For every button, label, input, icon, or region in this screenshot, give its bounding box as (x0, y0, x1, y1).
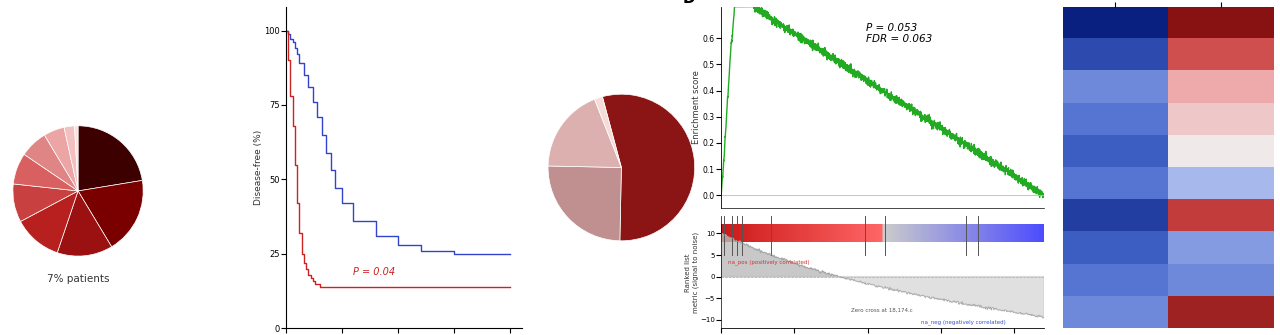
Unaltered (503, 252, 518, 256)
Text: MGAT4A (0.1%): MGAT4A (0.1%) (163, 281, 230, 290)
Wedge shape (24, 135, 78, 191)
FancyBboxPatch shape (142, 144, 157, 163)
Wedge shape (548, 99, 621, 168)
Wedge shape (594, 97, 621, 168)
Y-axis label: Enrichment score: Enrichment score (692, 71, 701, 144)
Altered (296, 261, 311, 265)
Unaltered (314, 133, 329, 137)
FancyBboxPatch shape (142, 90, 157, 110)
Unaltered (287, 46, 302, 50)
Text: MAN2A2 (2.6%): MAN2A2 (2.6%) (163, 41, 230, 49)
Wedge shape (603, 94, 695, 241)
FancyBboxPatch shape (142, 117, 157, 136)
Unaltered (283, 38, 298, 42)
FancyBboxPatch shape (142, 224, 157, 243)
Altered (301, 273, 316, 277)
Text: ST6GAL1 (1.1%): ST6GAL1 (1.1%) (163, 147, 233, 156)
Text: MAN2A1 (0.6%): MAN2A1 (0.6%) (163, 228, 230, 237)
Text: MGAT2 (0.9%): MGAT2 (0.9%) (163, 174, 224, 183)
Unaltered (369, 234, 384, 238)
Unaltered (296, 73, 311, 77)
Unaltered (390, 243, 406, 247)
Line: Unaltered: Unaltered (285, 30, 511, 254)
Wedge shape (58, 191, 111, 256)
Altered (310, 282, 325, 286)
Wedge shape (20, 191, 78, 253)
Altered (314, 285, 329, 289)
Text: MGAT3 (1.6%): MGAT3 (1.6%) (163, 94, 224, 103)
Text: P = 0.053
FDR = 0.063: P = 0.053 FDR = 0.063 (867, 23, 933, 45)
Unaltered (305, 100, 320, 104)
Unaltered (413, 249, 429, 253)
Wedge shape (548, 166, 621, 241)
Altered (283, 94, 298, 98)
Altered (298, 267, 314, 271)
FancyBboxPatch shape (142, 197, 157, 216)
Line: Altered: Altered (285, 30, 511, 287)
Y-axis label: Disease-free (%): Disease-free (%) (253, 130, 262, 205)
Text: Zero cross at 18,174.c: Zero cross at 18,174.c (851, 308, 913, 313)
Unaltered (328, 186, 343, 190)
Altered (312, 285, 328, 289)
Unaltered (447, 252, 462, 256)
Unaltered (346, 219, 361, 223)
Altered (292, 231, 307, 235)
Text: na_pos (positively correlated): na_pos (positively correlated) (727, 259, 809, 265)
Unaltered (310, 115, 325, 119)
Altered (307, 282, 323, 286)
Altered (305, 279, 320, 283)
Text: 7% patients: 7% patients (47, 274, 109, 284)
Wedge shape (78, 181, 143, 247)
Altered (294, 252, 310, 256)
FancyBboxPatch shape (142, 63, 157, 83)
Text: B4GALT1 (1.4%): B4GALT1 (1.4%) (163, 121, 233, 130)
Text: na_neg (negatively correlated): na_neg (negatively correlated) (920, 319, 1005, 325)
Unaltered (292, 61, 307, 65)
Wedge shape (45, 127, 78, 191)
Text: P = 0.04: P = 0.04 (353, 267, 396, 277)
Unaltered (301, 85, 316, 89)
Altered (319, 285, 334, 289)
Altered (503, 285, 518, 289)
Altered (278, 28, 293, 32)
Unaltered (289, 52, 305, 56)
Unaltered (285, 41, 301, 45)
Altered (323, 285, 338, 289)
Altered (289, 201, 305, 205)
FancyBboxPatch shape (142, 278, 157, 297)
Unaltered (323, 169, 338, 173)
Unaltered (280, 31, 296, 36)
Wedge shape (13, 154, 78, 191)
Unaltered (278, 28, 293, 32)
Text: MGAT4C (2.2%): MGAT4C (2.2%) (163, 67, 230, 76)
Altered (287, 162, 302, 166)
FancyBboxPatch shape (142, 37, 157, 56)
Text: FUT8 (0.3%): FUT8 (0.3%) (163, 255, 216, 264)
Altered (280, 58, 296, 62)
Wedge shape (64, 126, 78, 191)
Wedge shape (13, 184, 78, 221)
Text: MGAT5 (0.8%): MGAT5 (0.8%) (163, 201, 224, 210)
Y-axis label: Ranked list
metric (signal to noise): Ranked list metric (signal to noise) (685, 232, 699, 313)
Wedge shape (74, 126, 78, 191)
Altered (285, 124, 301, 128)
Unaltered (319, 151, 334, 155)
Wedge shape (78, 126, 142, 191)
FancyBboxPatch shape (142, 251, 157, 270)
FancyBboxPatch shape (142, 171, 157, 190)
Altered (303, 276, 319, 280)
Unaltered (334, 201, 349, 205)
Text: D: D (682, 0, 695, 6)
